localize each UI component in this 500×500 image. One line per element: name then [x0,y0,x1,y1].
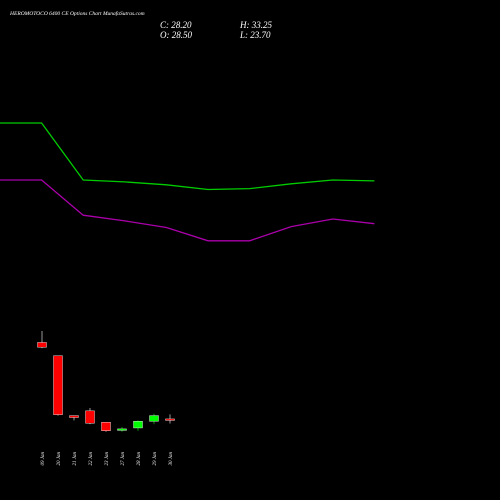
x-tick-label: 29 Jan [153,452,158,466]
candle-body [117,428,127,431]
candle-body [149,415,159,422]
x-tick-label: 28 Jan [137,452,142,466]
candle-body [101,422,111,432]
x-tick-label: 30 Jan [169,452,174,466]
candle-body [53,355,63,415]
bands-layer [0,122,375,242]
x-axis-tick-labels: 09 Jan 20 Jan 21 Jan 22 Jan 23 Jan 27 Jan 28 J… [41,452,174,466]
x-tick-label: 21 Jan [73,452,78,466]
candle-body [37,342,47,348]
candle-body [165,418,175,421]
upper-band-line [0,122,375,191]
low-value: L: 23.70 [240,30,271,40]
candle-body [133,421,143,429]
x-tick-label: 09 Jan [41,452,46,466]
candles-layer [37,331,175,432]
lower-band-line [0,179,375,242]
x-tick-label: 27 Jan [121,452,126,466]
close-value: C: 28.20 [160,20,192,30]
candle-body [85,410,95,424]
candle-body [69,415,79,418]
open-value: O: 28.50 [160,30,192,40]
x-tick-label: 20 Jan [57,452,62,466]
high-value: H: 33.25 [240,20,272,30]
chart-title: HEROMOTOCO 6400 CE Options Chart MunafaS… [10,11,145,17]
x-tick-label: 22 Jan [89,452,94,466]
x-tick-label: 23 Jan [105,452,110,466]
